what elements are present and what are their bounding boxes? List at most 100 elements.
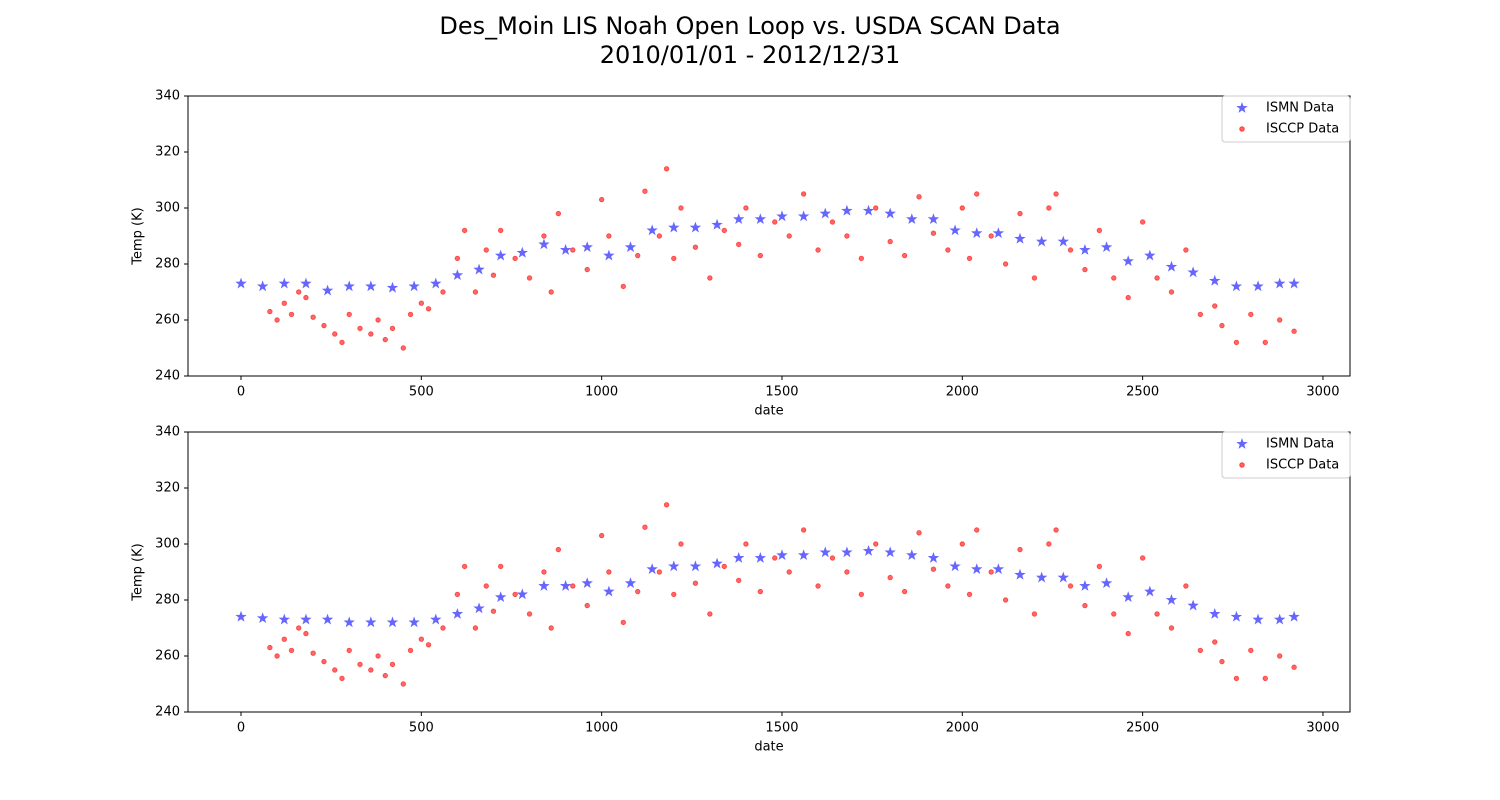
isccp-point (512, 255, 518, 262)
isccp-point (606, 233, 612, 239)
isccp-point (901, 588, 908, 595)
isccp-point (440, 289, 446, 295)
isccp-point (916, 194, 922, 200)
isccp-point (945, 583, 951, 589)
isccp-point (418, 300, 425, 306)
ismn-point (1273, 277, 1286, 289)
y-tick-label: 280 (155, 593, 180, 608)
ismn-point (494, 591, 507, 603)
isccp-point (1219, 658, 1225, 665)
ismn-point (949, 560, 961, 572)
isccp-point (772, 555, 778, 561)
y-tick-label: 300 (155, 537, 180, 552)
isccp-point (407, 647, 414, 654)
isccp-point (1262, 675, 1268, 682)
y-tick-label: 320 (155, 145, 180, 160)
isccp-point (736, 241, 742, 248)
isccp-point (1168, 625, 1175, 631)
ismn-point (386, 616, 399, 628)
isccp-point (440, 625, 446, 631)
isccp-point (274, 317, 280, 323)
isccp-point (296, 289, 302, 295)
ismn-point (1230, 610, 1243, 622)
x-tick-label: 1000 (585, 721, 618, 736)
ismn-point (386, 281, 399, 293)
ismn-point (256, 612, 269, 624)
isccp-point (541, 569, 547, 575)
isccp-point (663, 166, 670, 172)
x-tick-label: 3000 (1306, 721, 1339, 736)
ismn-point (1079, 580, 1091, 591)
ismn-point (235, 610, 247, 622)
isccp-point (1262, 339, 1268, 346)
isccp-point (815, 247, 821, 253)
isccp-point (1002, 597, 1009, 603)
ismn-point (516, 246, 529, 258)
isccp-point (274, 653, 280, 659)
ismn-point (1014, 232, 1026, 244)
ismn-point (235, 277, 247, 289)
isccp-point (389, 661, 396, 668)
isccp-point (757, 252, 764, 259)
isccp-point (425, 306, 432, 312)
ismn-point (1057, 235, 1069, 247)
isccp-point (555, 546, 562, 553)
isccp-point (635, 588, 641, 595)
ismn-point (819, 207, 831, 219)
y-tick-label: 260 (155, 313, 180, 328)
isccp-point (642, 188, 648, 194)
ismn-point (1144, 585, 1156, 597)
ismn-point (1252, 613, 1264, 625)
x-tick-label: 2000 (946, 385, 979, 400)
ismn-point (668, 221, 680, 233)
isccp-point (988, 233, 994, 239)
ismn-point (408, 616, 420, 628)
isccp-point (692, 580, 699, 586)
isccp-point (303, 294, 309, 301)
ismn-point (1014, 568, 1026, 580)
isccp-point (281, 300, 287, 306)
isccp-point (483, 247, 489, 253)
ismn-point (278, 613, 290, 625)
isccp-point (267, 644, 273, 651)
isccp-point (663, 502, 670, 508)
ismn-point (841, 546, 853, 558)
x-tick-label: 1500 (765, 721, 798, 736)
isccp-point (1154, 275, 1160, 281)
isccp-point (873, 541, 879, 547)
isccp-point (743, 205, 749, 211)
isccp-point (472, 289, 479, 295)
isccp-point (490, 272, 497, 278)
isccp-point (1233, 675, 1240, 682)
isccp-point (339, 339, 345, 346)
isccp-point (1096, 563, 1103, 570)
isccp-point (346, 647, 352, 654)
isccp-point (1197, 647, 1204, 654)
isccp-point (1017, 210, 1023, 217)
isccp-point (357, 325, 363, 332)
isccp-point (988, 569, 994, 575)
ismn-point (451, 269, 464, 281)
isccp-point (375, 653, 381, 659)
chart-title: Des_Moin LIS Noah Open Loop vs. USDA SCA… (439, 12, 1060, 40)
legend-label: ISCCP Data (1266, 122, 1339, 137)
isccp-point (332, 667, 338, 673)
isccp-point (541, 233, 547, 239)
isccp-point (497, 563, 504, 570)
isccp-point (407, 311, 414, 318)
x-tick-label: 0 (237, 385, 245, 400)
ismn-point (689, 221, 702, 233)
x-tick-label: 2500 (1126, 385, 1159, 400)
ismn-point (733, 213, 745, 225)
isccp-point (1197, 311, 1204, 318)
ismn-point (1165, 594, 1178, 605)
plot-frame (187, 431, 1351, 713)
isccp-point (671, 591, 677, 598)
isccp-point (945, 247, 951, 253)
ismn-point (321, 284, 334, 296)
isccp-point (368, 667, 374, 673)
isccp-point (281, 636, 287, 642)
ismn-point (365, 616, 377, 628)
isccp-point (570, 583, 576, 589)
isccp-point (786, 233, 792, 239)
